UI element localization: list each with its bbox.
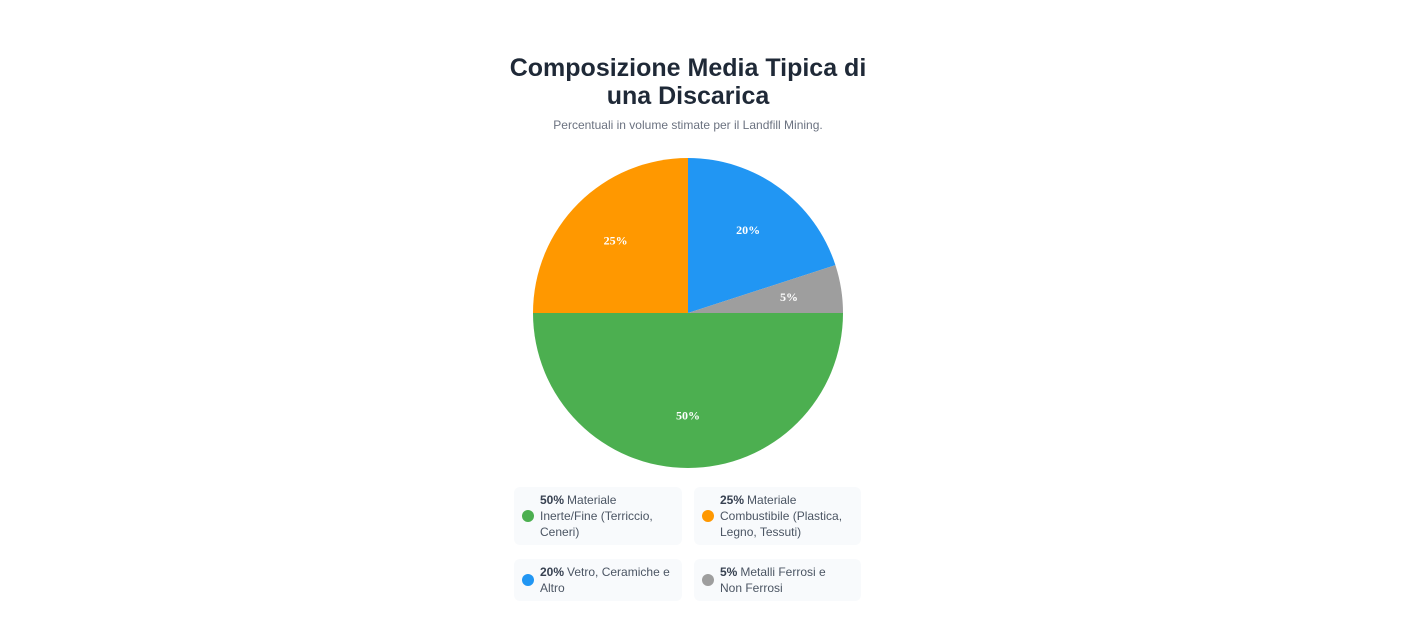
slice-label: 50% bbox=[676, 408, 700, 422]
legend-swatch bbox=[522, 510, 534, 522]
pie-slice bbox=[688, 158, 836, 313]
legend-label: Vetro, Ceramiche e Altro bbox=[540, 565, 670, 595]
legend-swatch bbox=[702, 574, 714, 586]
legend-label: Materiale Combustibile (Plastica, Legno,… bbox=[720, 493, 843, 539]
slice-label: 5% bbox=[780, 290, 798, 304]
legend-item: 20% Vetro, Ceramiche e Altro bbox=[514, 559, 682, 601]
legend-text: 50% Materiale Inerte/Fine (Terriccio, Cen… bbox=[540, 492, 672, 540]
slice-label: 25% bbox=[604, 234, 628, 248]
legend-item: 5% Metalli Ferrosi e Non Ferrosi bbox=[694, 559, 861, 601]
legend-text: 20% Vetro, Ceramiche e Altro bbox=[540, 564, 672, 596]
pie-slice bbox=[688, 265, 843, 313]
legend-text: 5% Metalli Ferrosi e Non Ferrosi bbox=[720, 564, 851, 596]
slice-label: 20% bbox=[736, 223, 760, 237]
chart-title: Composizione Media Tipica di una Discari… bbox=[509, 54, 867, 110]
legend-value: 20% bbox=[540, 565, 565, 579]
legend-label: Metalli Ferrosi e Non Ferrosi bbox=[720, 565, 826, 595]
legend-value: 50% bbox=[540, 493, 565, 507]
legend-item: 50% Materiale Inerte/Fine (Terriccio, Cen… bbox=[514, 487, 682, 545]
legend-swatch bbox=[522, 574, 534, 586]
legend-swatch bbox=[702, 510, 714, 522]
legend-item: 25% Materiale Combustibile (Plastica, Leg… bbox=[694, 487, 861, 545]
pie-slice bbox=[533, 313, 843, 468]
pie-slice bbox=[533, 158, 688, 313]
legend-text: 25% Materiale Combustibile (Plastica, Leg… bbox=[720, 492, 851, 540]
legend-value: 5% bbox=[720, 565, 738, 579]
legend-label: Materiale Inerte/Fine (Terriccio, Ceneri… bbox=[540, 493, 653, 539]
chart-subtitle: Percentuali in volume stimate per il Lan… bbox=[553, 118, 823, 132]
legend-value: 25% bbox=[720, 493, 745, 507]
